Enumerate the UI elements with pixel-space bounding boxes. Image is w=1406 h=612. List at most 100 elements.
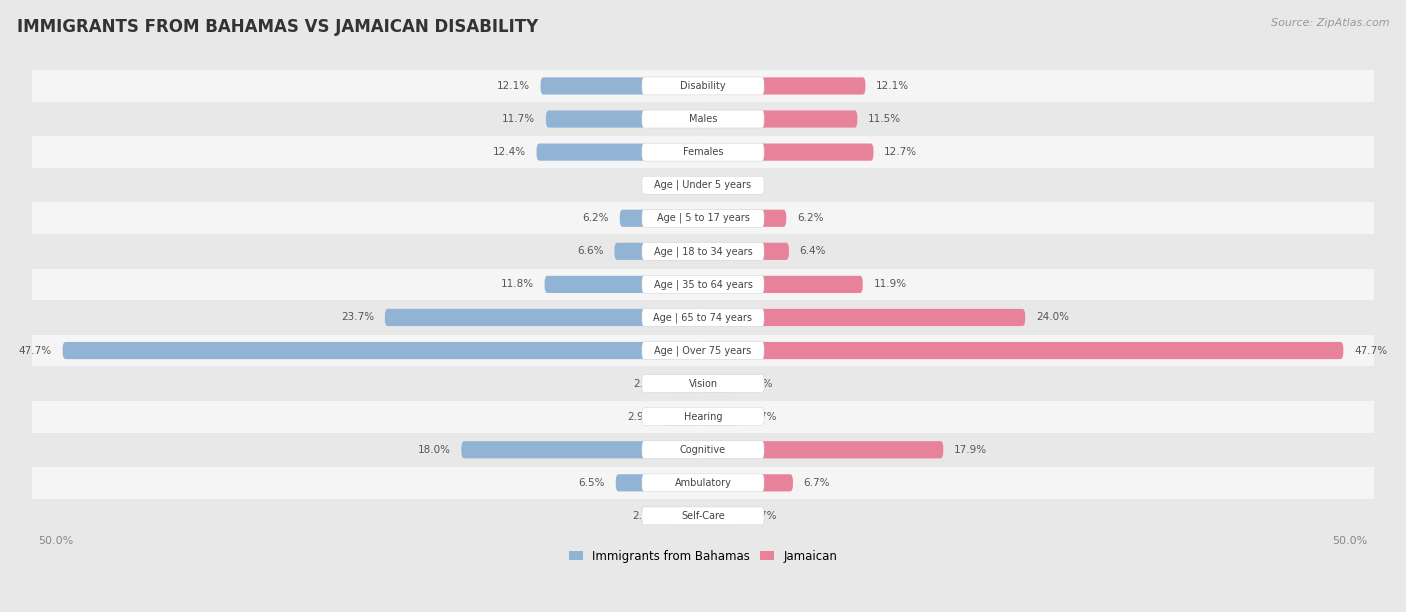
FancyBboxPatch shape bbox=[703, 77, 866, 94]
FancyBboxPatch shape bbox=[703, 474, 793, 491]
FancyBboxPatch shape bbox=[32, 434, 1374, 466]
Text: 6.2%: 6.2% bbox=[797, 213, 824, 223]
FancyBboxPatch shape bbox=[461, 441, 703, 458]
Text: Age | Under 5 years: Age | Under 5 years bbox=[654, 180, 752, 190]
Text: 2.9%: 2.9% bbox=[627, 412, 654, 422]
FancyBboxPatch shape bbox=[540, 77, 703, 94]
FancyBboxPatch shape bbox=[643, 441, 763, 459]
Text: 2.7%: 2.7% bbox=[749, 412, 776, 422]
Text: Disability: Disability bbox=[681, 81, 725, 91]
FancyBboxPatch shape bbox=[32, 302, 1374, 334]
FancyBboxPatch shape bbox=[643, 507, 763, 525]
FancyBboxPatch shape bbox=[385, 309, 703, 326]
FancyBboxPatch shape bbox=[643, 77, 763, 95]
FancyBboxPatch shape bbox=[643, 375, 763, 392]
FancyBboxPatch shape bbox=[703, 408, 740, 425]
Text: Self-Care: Self-Care bbox=[681, 511, 725, 521]
Text: 6.4%: 6.4% bbox=[800, 246, 827, 256]
FancyBboxPatch shape bbox=[544, 276, 703, 293]
FancyBboxPatch shape bbox=[32, 500, 1374, 532]
Text: Source: ZipAtlas.com: Source: ZipAtlas.com bbox=[1271, 18, 1389, 28]
Text: 47.7%: 47.7% bbox=[18, 346, 52, 356]
Text: 11.5%: 11.5% bbox=[868, 114, 901, 124]
FancyBboxPatch shape bbox=[703, 276, 863, 293]
FancyBboxPatch shape bbox=[643, 143, 763, 161]
Text: 24.0%: 24.0% bbox=[1036, 313, 1069, 323]
Text: 11.8%: 11.8% bbox=[501, 280, 534, 289]
FancyBboxPatch shape bbox=[703, 342, 1343, 359]
Text: Vision: Vision bbox=[689, 379, 717, 389]
Text: 50.0%: 50.0% bbox=[38, 536, 73, 546]
FancyBboxPatch shape bbox=[620, 210, 703, 227]
Text: 47.7%: 47.7% bbox=[1354, 346, 1388, 356]
FancyBboxPatch shape bbox=[546, 110, 703, 128]
FancyBboxPatch shape bbox=[703, 441, 943, 458]
FancyBboxPatch shape bbox=[614, 243, 703, 260]
FancyBboxPatch shape bbox=[643, 242, 763, 260]
Text: 1.3%: 1.3% bbox=[731, 180, 758, 190]
Text: 18.0%: 18.0% bbox=[418, 445, 450, 455]
Text: Ambulatory: Ambulatory bbox=[675, 478, 731, 488]
Text: Males: Males bbox=[689, 114, 717, 124]
Text: 23.7%: 23.7% bbox=[342, 313, 374, 323]
FancyBboxPatch shape bbox=[643, 275, 763, 293]
Text: 2.7%: 2.7% bbox=[749, 511, 776, 521]
Text: Age | 5 to 17 years: Age | 5 to 17 years bbox=[657, 213, 749, 223]
Text: Females: Females bbox=[683, 147, 723, 157]
Text: Cognitive: Cognitive bbox=[681, 445, 725, 455]
Text: 12.4%: 12.4% bbox=[492, 147, 526, 157]
Text: 2.5%: 2.5% bbox=[633, 511, 658, 521]
Text: Age | 18 to 34 years: Age | 18 to 34 years bbox=[654, 246, 752, 256]
FancyBboxPatch shape bbox=[32, 236, 1374, 267]
FancyBboxPatch shape bbox=[703, 375, 735, 392]
FancyBboxPatch shape bbox=[643, 308, 763, 326]
FancyBboxPatch shape bbox=[32, 467, 1374, 499]
FancyBboxPatch shape bbox=[643, 176, 763, 194]
FancyBboxPatch shape bbox=[703, 143, 873, 161]
Text: Age | 35 to 64 years: Age | 35 to 64 years bbox=[654, 279, 752, 289]
FancyBboxPatch shape bbox=[32, 136, 1374, 168]
Text: 12.1%: 12.1% bbox=[496, 81, 530, 91]
FancyBboxPatch shape bbox=[32, 368, 1374, 400]
FancyBboxPatch shape bbox=[32, 103, 1374, 135]
Text: Age | Over 75 years: Age | Over 75 years bbox=[654, 345, 752, 356]
Text: 50.0%: 50.0% bbox=[1333, 536, 1368, 546]
FancyBboxPatch shape bbox=[671, 375, 703, 392]
Text: 2.4%: 2.4% bbox=[747, 379, 772, 389]
Text: 12.1%: 12.1% bbox=[876, 81, 910, 91]
FancyBboxPatch shape bbox=[703, 243, 789, 260]
Text: 12.7%: 12.7% bbox=[884, 147, 917, 157]
FancyBboxPatch shape bbox=[32, 203, 1374, 234]
FancyBboxPatch shape bbox=[643, 341, 763, 359]
FancyBboxPatch shape bbox=[703, 110, 858, 128]
Text: 17.9%: 17.9% bbox=[955, 445, 987, 455]
FancyBboxPatch shape bbox=[703, 177, 720, 194]
FancyBboxPatch shape bbox=[664, 408, 703, 425]
Text: 6.5%: 6.5% bbox=[578, 478, 605, 488]
FancyBboxPatch shape bbox=[643, 209, 763, 227]
Text: IMMIGRANTS FROM BAHAMAS VS JAMAICAN DISABILITY: IMMIGRANTS FROM BAHAMAS VS JAMAICAN DISA… bbox=[17, 18, 538, 36]
FancyBboxPatch shape bbox=[643, 408, 763, 426]
Text: 11.9%: 11.9% bbox=[873, 280, 907, 289]
FancyBboxPatch shape bbox=[703, 507, 740, 524]
FancyBboxPatch shape bbox=[669, 507, 703, 524]
FancyBboxPatch shape bbox=[688, 177, 703, 194]
Text: 6.2%: 6.2% bbox=[582, 213, 609, 223]
FancyBboxPatch shape bbox=[32, 335, 1374, 367]
Text: 2.4%: 2.4% bbox=[634, 379, 659, 389]
FancyBboxPatch shape bbox=[32, 269, 1374, 300]
Text: 6.6%: 6.6% bbox=[576, 246, 603, 256]
Text: Age | 65 to 74 years: Age | 65 to 74 years bbox=[654, 312, 752, 323]
Text: 11.7%: 11.7% bbox=[502, 114, 536, 124]
FancyBboxPatch shape bbox=[32, 70, 1374, 102]
FancyBboxPatch shape bbox=[537, 143, 703, 161]
Text: 1.2%: 1.2% bbox=[650, 180, 676, 190]
FancyBboxPatch shape bbox=[643, 110, 763, 128]
FancyBboxPatch shape bbox=[643, 474, 763, 492]
FancyBboxPatch shape bbox=[32, 401, 1374, 433]
FancyBboxPatch shape bbox=[616, 474, 703, 491]
Text: Hearing: Hearing bbox=[683, 412, 723, 422]
FancyBboxPatch shape bbox=[32, 170, 1374, 201]
Legend: Immigrants from Bahamas, Jamaican: Immigrants from Bahamas, Jamaican bbox=[564, 545, 842, 567]
Text: 6.7%: 6.7% bbox=[804, 478, 830, 488]
